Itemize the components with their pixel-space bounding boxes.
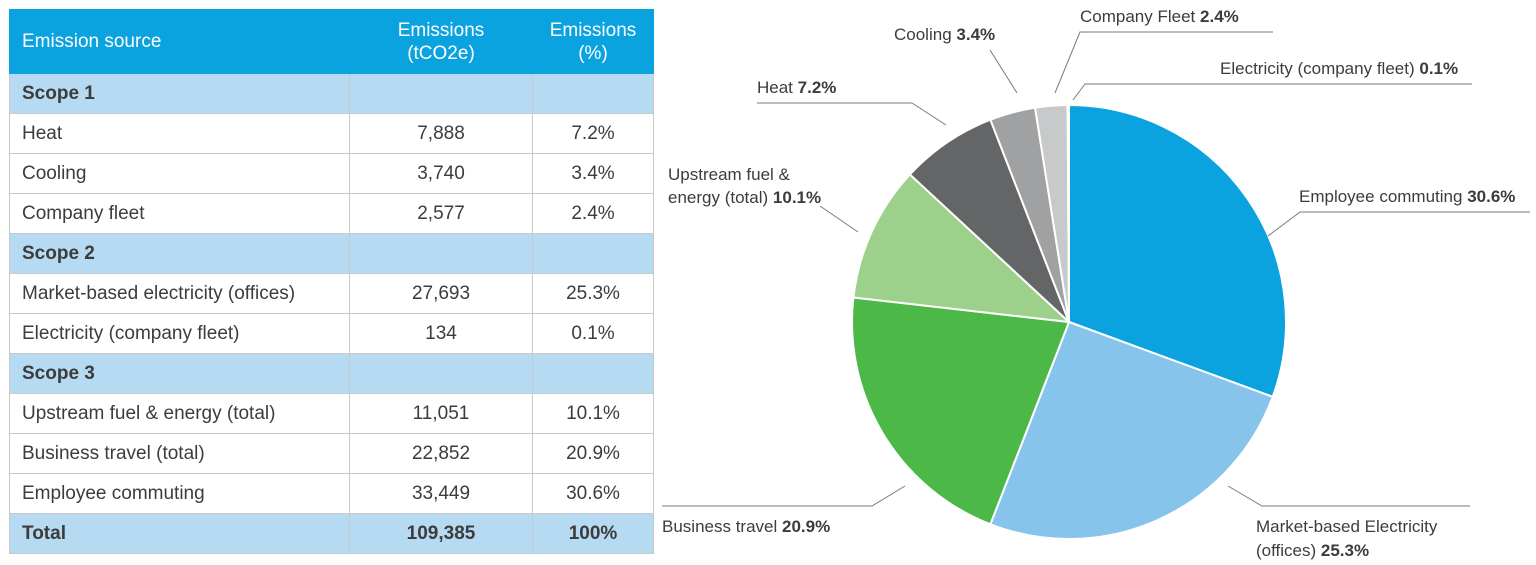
row-emissions: 7,888 — [349, 113, 533, 154]
slice-label: Upstream fuel & energy (total) 10.1% — [668, 165, 821, 207]
slice-percent: 25.3% — [1321, 541, 1369, 560]
slice-label: Market-based Electricity (offices) 25.3% — [1256, 517, 1438, 560]
emissions-table: Emission source Emissions (tCO2e) Emissi… — [9, 9, 654, 554]
callout-line — [757, 102, 947, 126]
row-emissions: 2,577 — [349, 193, 533, 234]
header-percent-line2: (%) — [578, 42, 608, 64]
slice-percent: 10.1% — [773, 188, 821, 207]
header-emission-source: Emission source — [9, 9, 350, 74]
row-label: Employee commuting — [9, 473, 350, 514]
slice-percent: 3.4% — [956, 25, 995, 44]
slice-label-line: Company Fleet — [1080, 7, 1196, 26]
row-percent: 10.1% — [532, 393, 654, 434]
row-label: Total — [9, 513, 350, 554]
slice-label-line: Heat — [757, 78, 793, 97]
row-label: Company fleet — [9, 193, 350, 234]
pie-slice — [1066, 103, 1070, 323]
pie-callouts — [662, 31, 1530, 507]
slice-label: Heat 7.2% — [757, 78, 836, 97]
slice-percent: 30.6% — [1467, 187, 1515, 206]
callout-line — [819, 205, 859, 233]
slice-label: Employee commuting 30.6% — [1299, 187, 1515, 206]
row-label: Scope 2 — [9, 233, 350, 274]
slice-label-line: Business travel — [662, 517, 777, 536]
table-body: Scope 1 Heat 7,888 7.2% Cooling 3,740 3.4% Comp… — [9, 73, 654, 554]
row-label: Cooling — [9, 153, 350, 194]
row-emissions: 109,385 — [349, 513, 533, 554]
row-label: Scope 1 — [9, 73, 350, 114]
row-emissions — [349, 73, 533, 114]
slice-percent: 0.1% — [1419, 59, 1458, 78]
row-percent: 7.2% — [532, 113, 654, 154]
slice-label-line: energy (total) — [668, 188, 768, 207]
row-emissions: 134 — [349, 313, 533, 354]
pie-slice — [989, 320, 1274, 540]
pie-labels: Employee commuting 30.6% Market-based Ele… — [662, 7, 1515, 560]
row-percent: 30.6% — [532, 473, 654, 514]
slice-label: Business travel 20.9% — [662, 517, 830, 536]
row-label: Heat — [9, 113, 350, 154]
callout-line — [1267, 211, 1530, 237]
callout-line — [1072, 83, 1472, 101]
table-row: Business travel (total) 22,852 20.9% — [9, 433, 654, 474]
row-emissions — [349, 233, 533, 274]
pie-slice — [1068, 103, 1287, 399]
callout-line — [989, 49, 1018, 94]
row-label: Electricity (company fleet) — [9, 313, 350, 354]
table-row: Cooling 3,740 3.4% — [9, 153, 654, 194]
row-percent: 0.1% — [532, 313, 654, 354]
scope-row: Scope 3 — [9, 353, 654, 394]
row-percent: 3.4% — [532, 153, 654, 194]
pie-slice — [852, 173, 1072, 324]
row-label: Business travel (total) — [9, 433, 350, 474]
row-percent — [532, 233, 654, 274]
header-emissions-line1: Emissions — [397, 19, 485, 41]
slice-label-line: Upstream fuel & — [668, 165, 791, 184]
pie-slice — [851, 296, 1071, 526]
row-emissions: 3,740 — [349, 153, 533, 194]
table-row: Heat 7,888 7.2% — [9, 113, 654, 154]
callout-line — [1227, 485, 1470, 507]
slice-percent: 2.4% — [1200, 7, 1239, 26]
row-percent: 100% — [532, 513, 654, 554]
callout-line — [1054, 31, 1273, 94]
row-emissions — [349, 353, 533, 394]
slice-percent: 7.2% — [798, 78, 837, 97]
row-percent: 25.3% — [532, 273, 654, 314]
slice-label-line: Cooling — [894, 25, 952, 44]
table-row: Company fleet 2,577 2.4% — [9, 193, 654, 234]
header-emissions-percent: Emissions (%) — [532, 9, 654, 74]
slice-label: Electricity (company fleet) 0.1% — [1220, 59, 1458, 78]
pie-slices — [851, 103, 1287, 540]
slice-label-line: Electricity (company fleet) — [1220, 59, 1415, 78]
row-label: Upstream fuel & energy (total) — [9, 393, 350, 434]
slice-label-line: (offices) — [1256, 541, 1316, 560]
table-row: Upstream fuel & energy (total) 11,051 10.1… — [9, 393, 654, 434]
slice-label: Company Fleet 2.4% — [1080, 7, 1239, 26]
header-emissions-line2: (tCO2e) — [407, 42, 475, 64]
slice-label: Cooling 3.4% — [894, 25, 995, 44]
scope-row: Scope 2 — [9, 233, 654, 274]
row-label: Scope 3 — [9, 353, 350, 394]
row-percent — [532, 353, 654, 394]
table-row: Electricity (company fleet) 134 0.1% — [9, 313, 654, 354]
slice-percent: 20.9% — [782, 517, 830, 536]
header-percent-line1: Emissions — [549, 19, 637, 41]
row-emissions: 11,051 — [349, 393, 533, 434]
scope-row: Scope 1 — [9, 73, 654, 114]
callout-line — [662, 485, 906, 507]
slice-label-line: Employee commuting — [1299, 187, 1462, 206]
slice-label-line: Market-based Electricity — [1256, 517, 1438, 536]
table-header-row: Emission source Emissions (tCO2e) Emissi… — [9, 9, 654, 74]
row-emissions: 22,852 — [349, 433, 533, 474]
total-row: Total 109,385 100% — [9, 513, 654, 554]
